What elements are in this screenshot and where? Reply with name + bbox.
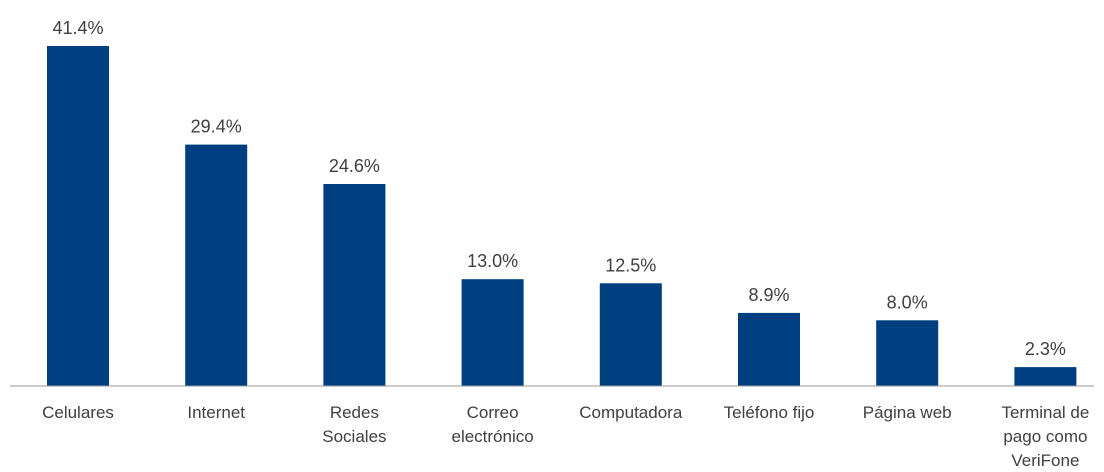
value-label-6: 8.9% xyxy=(748,285,789,305)
value-label-1: 41.4% xyxy=(52,18,103,38)
bar-8 xyxy=(1014,367,1076,386)
bar-6 xyxy=(738,313,800,386)
value-label-7: 8.0% xyxy=(887,292,928,312)
category-labels-group: Celulares Internet Redes Sociales Correo elec… xyxy=(42,403,1089,470)
category-label-7: Página web xyxy=(863,403,952,422)
value-label-3: 24.6% xyxy=(329,156,380,176)
bar-1 xyxy=(47,46,109,386)
bar-3 xyxy=(323,184,385,386)
category-label-8: Terminal de pago como VeriFone xyxy=(1001,403,1089,470)
bars-group xyxy=(47,46,1076,386)
bar-5 xyxy=(600,283,662,386)
category-label-3: Redes Sociales xyxy=(322,403,386,446)
category-label-2: Internet xyxy=(187,403,245,422)
category-label-6: Teléfono fijo xyxy=(724,403,815,422)
value-label-4: 13.0% xyxy=(467,251,518,271)
bar-4 xyxy=(462,279,524,386)
value-label-2: 29.4% xyxy=(191,117,242,137)
category-label-5: Computadora xyxy=(579,403,683,422)
bar-7 xyxy=(876,320,938,386)
category-label-4: Correo electrónico xyxy=(451,403,533,446)
value-label-8: 2.3% xyxy=(1025,339,1066,359)
value-label-5: 12.5% xyxy=(605,255,656,275)
bar-2 xyxy=(185,145,247,386)
category-label-1: Celulares xyxy=(42,403,114,422)
